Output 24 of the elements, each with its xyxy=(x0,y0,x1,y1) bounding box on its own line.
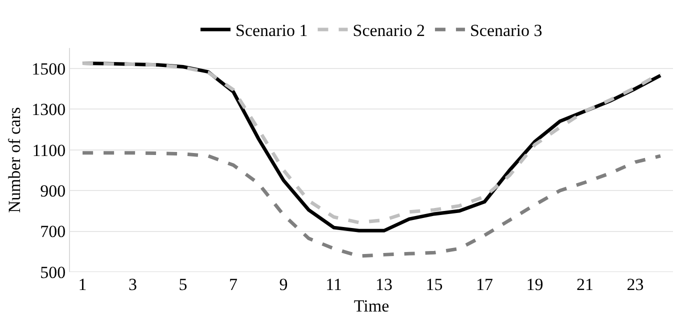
x-tick-label: 23 xyxy=(626,275,644,294)
x-tick-label: 11 xyxy=(326,275,342,294)
x-tick-label: 17 xyxy=(476,275,494,294)
y-tick-label: 500 xyxy=(40,262,66,282)
x-tick-label: 15 xyxy=(426,275,443,294)
x-tick-label: 9 xyxy=(279,275,288,294)
x-tick-label: 3 xyxy=(128,275,138,294)
x-tick-label: 1 xyxy=(78,275,87,294)
legend-label: Scenario 1 xyxy=(236,21,308,40)
y-tick-label: 1500 xyxy=(32,59,66,78)
y-tick-label: 1300 xyxy=(32,100,66,120)
legend-label: Scenario 2 xyxy=(352,21,425,40)
line-series xyxy=(80,151,662,258)
x-tick-label: 5 xyxy=(178,275,188,294)
x-tick-label: 7 xyxy=(229,275,238,294)
y-tick-label: 700 xyxy=(40,222,66,242)
x-tick-label: 21 xyxy=(576,275,594,294)
x-tick-label: 19 xyxy=(526,275,544,294)
y-tick-label: 1100 xyxy=(32,140,66,160)
legend-label: Scenario 3 xyxy=(470,21,542,40)
x-tick-label: 13 xyxy=(376,275,393,294)
y-axis-title: Number of cars xyxy=(5,107,24,213)
y-tick-label: 900 xyxy=(40,182,66,200)
x-axis-title: Time xyxy=(354,296,390,316)
